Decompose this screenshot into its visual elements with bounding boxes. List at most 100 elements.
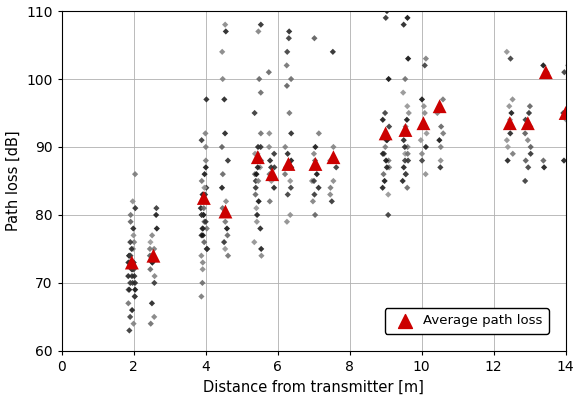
Point — [125, 327, 134, 334]
Point — [202, 225, 212, 232]
Point — [561, 110, 570, 116]
Point — [404, 110, 414, 116]
Point — [198, 225, 208, 232]
Point — [220, 218, 230, 225]
Point — [539, 62, 548, 69]
Point — [399, 22, 408, 28]
Point — [327, 198, 336, 204]
Point — [525, 103, 535, 110]
Point — [398, 90, 408, 96]
Point — [126, 252, 135, 259]
Point — [256, 246, 266, 252]
Point — [281, 164, 291, 170]
Point — [150, 273, 160, 279]
Point — [219, 212, 229, 218]
Point — [329, 178, 338, 184]
Point — [284, 161, 293, 167]
Point — [221, 208, 230, 215]
Point — [521, 157, 530, 164]
Point — [329, 154, 338, 160]
Point — [218, 144, 227, 150]
Point — [419, 120, 428, 126]
Point — [560, 69, 569, 76]
Point — [325, 157, 335, 164]
Point — [311, 144, 320, 150]
Point — [128, 273, 137, 279]
Point — [287, 184, 296, 191]
Point — [264, 144, 274, 150]
Point — [199, 212, 208, 218]
Point — [220, 22, 230, 28]
Point — [126, 212, 135, 218]
Point — [199, 195, 208, 201]
Point — [267, 171, 277, 177]
Point — [152, 225, 161, 232]
Point — [523, 120, 532, 126]
Point — [281, 144, 290, 150]
Point — [403, 130, 412, 136]
Point — [200, 218, 209, 225]
Point — [202, 246, 211, 252]
Point — [196, 205, 205, 211]
Point — [198, 191, 207, 198]
Point — [559, 110, 568, 116]
Point — [126, 280, 135, 286]
Point — [526, 144, 535, 150]
Point — [401, 76, 410, 82]
Point — [539, 157, 548, 164]
Point — [285, 28, 294, 35]
Point — [253, 178, 263, 184]
Point — [199, 205, 208, 211]
Point — [421, 171, 430, 177]
Point — [125, 252, 134, 259]
Point — [202, 184, 211, 191]
Point — [264, 130, 274, 136]
Point — [503, 144, 513, 150]
Point — [332, 164, 341, 170]
Point — [198, 280, 207, 286]
Point — [255, 157, 264, 164]
Point — [284, 35, 293, 42]
Point — [401, 171, 411, 177]
Point — [200, 184, 209, 191]
Point — [129, 232, 138, 238]
Point — [218, 171, 227, 177]
Point — [325, 191, 335, 198]
Point — [197, 293, 206, 300]
Point — [222, 198, 231, 204]
Point — [524, 164, 533, 170]
Point — [520, 130, 530, 136]
Point — [251, 184, 260, 191]
Point — [223, 157, 233, 164]
Point — [561, 116, 571, 123]
Point — [508, 96, 517, 103]
Point — [521, 116, 530, 123]
Point — [130, 280, 140, 286]
Point — [282, 62, 291, 69]
Point — [505, 120, 514, 126]
Point — [382, 8, 392, 14]
Point — [146, 266, 155, 272]
Point — [150, 314, 159, 320]
Point — [265, 198, 274, 204]
Point — [128, 307, 137, 313]
Point — [201, 218, 211, 225]
Point — [421, 56, 430, 62]
Point — [267, 171, 277, 177]
Point — [313, 164, 322, 170]
Point — [252, 212, 262, 218]
Point — [269, 184, 278, 191]
Point — [218, 76, 227, 82]
Point — [197, 137, 206, 143]
Point — [255, 76, 264, 82]
Point — [127, 246, 136, 252]
Point — [403, 184, 412, 191]
Point — [403, 150, 412, 157]
Point — [382, 137, 391, 143]
Point — [270, 150, 279, 157]
Point — [125, 314, 135, 320]
Point — [256, 225, 265, 232]
Point — [379, 171, 388, 177]
Point — [311, 161, 320, 167]
Point — [125, 252, 134, 259]
